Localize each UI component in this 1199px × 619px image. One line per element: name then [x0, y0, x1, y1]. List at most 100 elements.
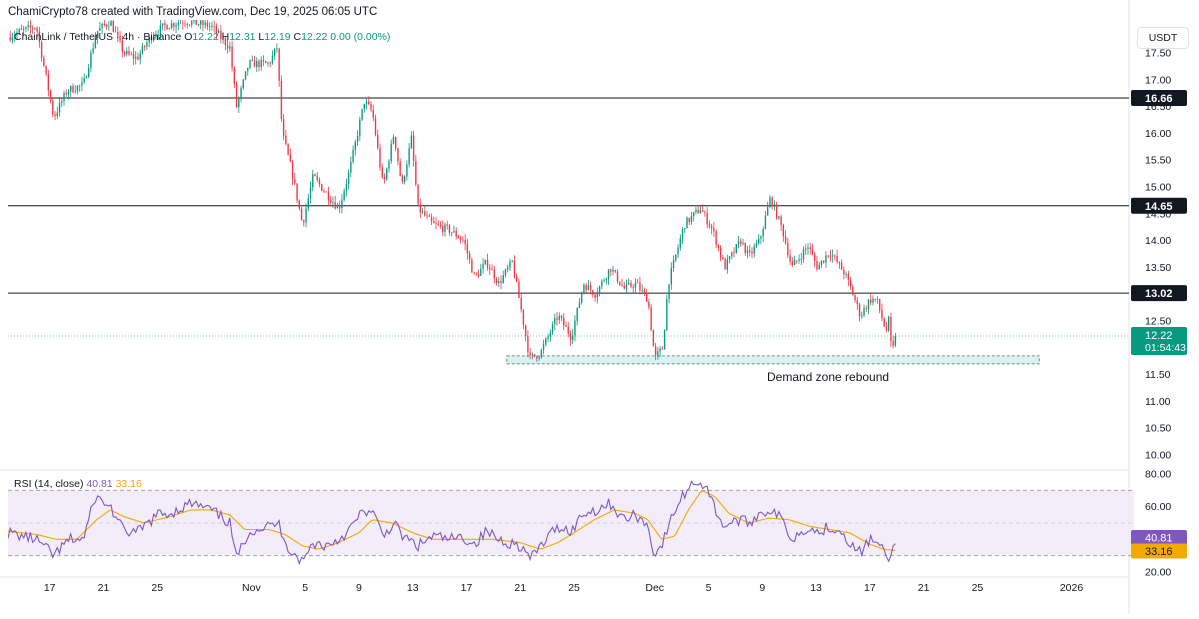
bar-countdown-label: 01:54:43: [1145, 342, 1186, 354]
candle-body: [446, 224, 448, 226]
candle-body: [500, 281, 502, 283]
candle-body: [849, 279, 852, 287]
candle-body: [876, 299, 879, 300]
candle-body: [533, 354, 536, 357]
candle-body: [186, 23, 188, 25]
candle-body: [863, 307, 865, 316]
candle-body: [744, 242, 746, 254]
time-tick-label: 25: [972, 582, 984, 594]
candle-body: [327, 192, 330, 201]
candle-body: [737, 241, 740, 245]
candle-body: [854, 295, 856, 301]
time-tick-label: 17: [864, 582, 876, 594]
time-tick-label: 13: [810, 582, 822, 594]
candle-body: [887, 316, 890, 331]
symbol-title[interactable]: ChainLink / TetherUS · 4h · Binance: [14, 31, 182, 43]
candle-body: [659, 348, 661, 352]
candle-body: [540, 349, 543, 358]
demand-zone[interactable]: [506, 355, 1040, 365]
candle-body: [847, 273, 850, 280]
candle-body: [567, 326, 569, 334]
candle-body: [150, 36, 153, 41]
candle-body: [701, 210, 704, 212]
candle-body: [419, 204, 422, 213]
candle-body: [359, 119, 361, 136]
candle-body: [386, 168, 388, 180]
candle-body: [693, 212, 695, 216]
candle-body: [717, 244, 720, 248]
candle-body: [596, 293, 599, 298]
candle-body: [87, 67, 90, 77]
candle-body: [392, 136, 395, 144]
open-value: 12.22: [192, 31, 219, 43]
candle-body: [213, 25, 215, 27]
candle-body: [619, 281, 621, 285]
candle-body: [836, 256, 838, 263]
rsi-tick-label: 80.00: [1145, 469, 1171, 481]
candle-body: [751, 251, 753, 254]
candle-body: [814, 254, 816, 261]
candle-body: [242, 79, 244, 88]
candle-body: [20, 29, 23, 31]
candle-body: [40, 42, 43, 59]
time-tick-label: 9: [759, 582, 765, 594]
price-tick-label: 15.00: [1145, 182, 1171, 194]
candle-body: [477, 274, 480, 276]
candle-body: [601, 281, 603, 287]
candle-body: [771, 197, 773, 207]
candle-body: [175, 25, 177, 27]
candle-body: [885, 326, 888, 331]
candle-body: [123, 51, 126, 55]
candle-body: [220, 30, 222, 39]
candle-body: [112, 21, 115, 32]
candle-body: [430, 216, 433, 222]
candle-body: [139, 53, 141, 60]
candle-body: [403, 176, 406, 182]
candle-body: [208, 25, 211, 27]
candle-body: [365, 101, 368, 104]
rsi-ma-legend-value: 33.16: [115, 478, 142, 490]
candle-body: [504, 269, 507, 276]
candle-body: [459, 238, 462, 240]
candle-body: [726, 259, 729, 270]
price-tick-label: 14.00: [1145, 235, 1171, 247]
candle-body: [67, 91, 70, 95]
candle-body: [152, 36, 155, 41]
candle-body: [527, 336, 529, 353]
candle-body: [760, 236, 762, 239]
candle-body: [381, 167, 383, 177]
rsi-line: [8, 480, 896, 566]
candle-body: [433, 221, 435, 224]
candle-body: [361, 108, 363, 120]
candle-body: [101, 23, 103, 28]
candle-body: [679, 238, 681, 248]
rsi-title[interactable]: RSI (14, close): [14, 478, 84, 490]
change-value: 0.00 (0.00%): [330, 31, 391, 43]
currency-button[interactable]: USDT: [1137, 27, 1189, 49]
candle-body: [166, 25, 168, 30]
candle-body: [278, 48, 280, 81]
price-legend: ChainLink / TetherUS · 4h · Binance O12.…: [14, 31, 390, 43]
time-tick-label: 5: [302, 582, 308, 594]
candle-body: [45, 65, 47, 75]
candle-body: [513, 260, 516, 277]
candle-body: [235, 83, 238, 108]
candle-body: [146, 42, 148, 47]
candle-body: [119, 35, 121, 41]
candle-body: [865, 307, 867, 309]
candle-body: [298, 200, 301, 209]
candle-body: [475, 273, 478, 275]
candle-body: [724, 258, 726, 270]
rsi-ma-value-tag: [1131, 543, 1187, 559]
candle-body: [872, 298, 874, 303]
candle-body: [56, 112, 58, 117]
candle-body: [677, 247, 679, 255]
candle-body: [394, 136, 397, 149]
candle-body: [572, 335, 574, 340]
candle-body: [466, 244, 469, 254]
candle-body: [249, 60, 251, 68]
candle-body: [843, 269, 845, 275]
candle-body: [881, 310, 883, 319]
candle-body: [296, 183, 298, 201]
